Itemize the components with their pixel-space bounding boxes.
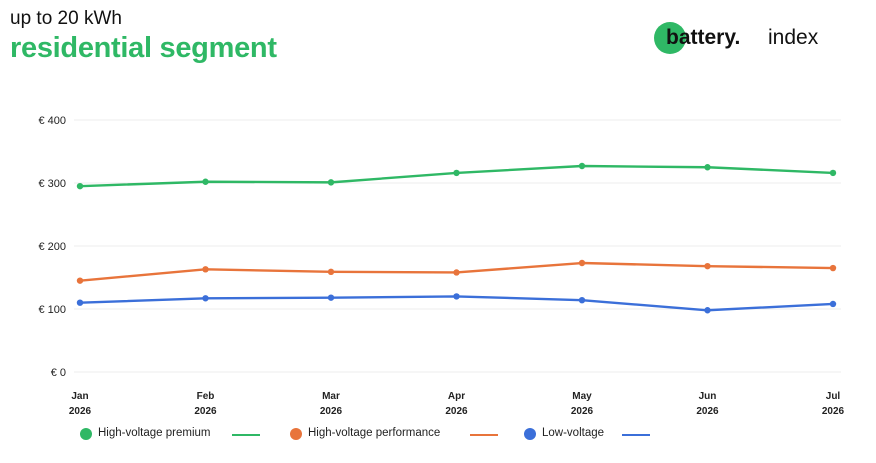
x-axis-ticks: Jan 2026 Feb 2026 Mar 2026 Apr 2026 May 2026 Jun 20… [69,391,845,417]
data-point [453,293,460,300]
data-point [76,277,84,284]
legend-dot [80,428,92,440]
data-point [202,266,209,273]
data-point [327,294,335,301]
logo-dot-icon [654,22,686,54]
y-axis-ticks: € 0 € 100 € 200 € 300 € 400 [38,115,66,379]
data-point [327,268,335,276]
x-tick-month: Jan [71,391,88,402]
x-tick-year: 2026 [69,406,92,417]
legend-label: High-voltage performance [308,427,441,439]
x-tick-year: 2026 [571,406,594,417]
x-tick-year: 2026 [822,406,845,417]
data-point [829,169,837,177]
y-tick-label: € 100 [38,304,66,316]
data-point [829,300,837,308]
legend-dot [290,428,302,440]
x-tick-month: Jun [699,391,717,402]
y-tick-label: € 400 [38,115,66,127]
data-point [202,178,209,185]
logo-index: index [768,26,819,49]
legend-label: Low-voltage [542,427,605,439]
data-point [578,296,586,304]
data-point [76,299,84,306]
x-tick-month: Jul [826,391,841,402]
y-tick-label: € 200 [38,241,66,253]
data-point [578,162,586,170]
y-tick-label: € 300 [38,178,66,190]
x-tick-year: 2026 [445,406,468,417]
data-point [453,269,460,276]
legend-dot [524,428,536,440]
data-point [76,182,84,190]
x-tick-month: Mar [322,391,340,402]
legend-line [232,434,260,436]
data-point [202,295,209,302]
battery-index-logo: battery. index [654,22,844,56]
logo-word: battery. [666,26,741,49]
grid-lines [74,119,841,373]
x-tick-year: 2026 [696,406,719,417]
data-point [327,179,335,186]
chart-subtitle: up to 20 kWh [10,8,122,29]
data-point [704,262,711,270]
data-point [829,264,837,272]
x-tick-month: Apr [448,391,465,402]
y-tick-label: € 0 [51,367,66,379]
data-point [704,164,711,171]
data-point [453,169,460,177]
x-tick-year: 2026 [194,406,217,417]
series-lines [76,162,837,314]
data-point [578,259,586,267]
data-point [704,307,711,314]
legend-line [622,434,650,436]
legend-line [470,434,498,436]
x-tick-month: May [572,391,592,402]
legend-label: High-voltage premium [98,427,211,439]
chart-title: residential segment [10,32,277,64]
x-tick-month: Feb [197,391,215,402]
x-tick-year: 2026 [320,406,343,417]
